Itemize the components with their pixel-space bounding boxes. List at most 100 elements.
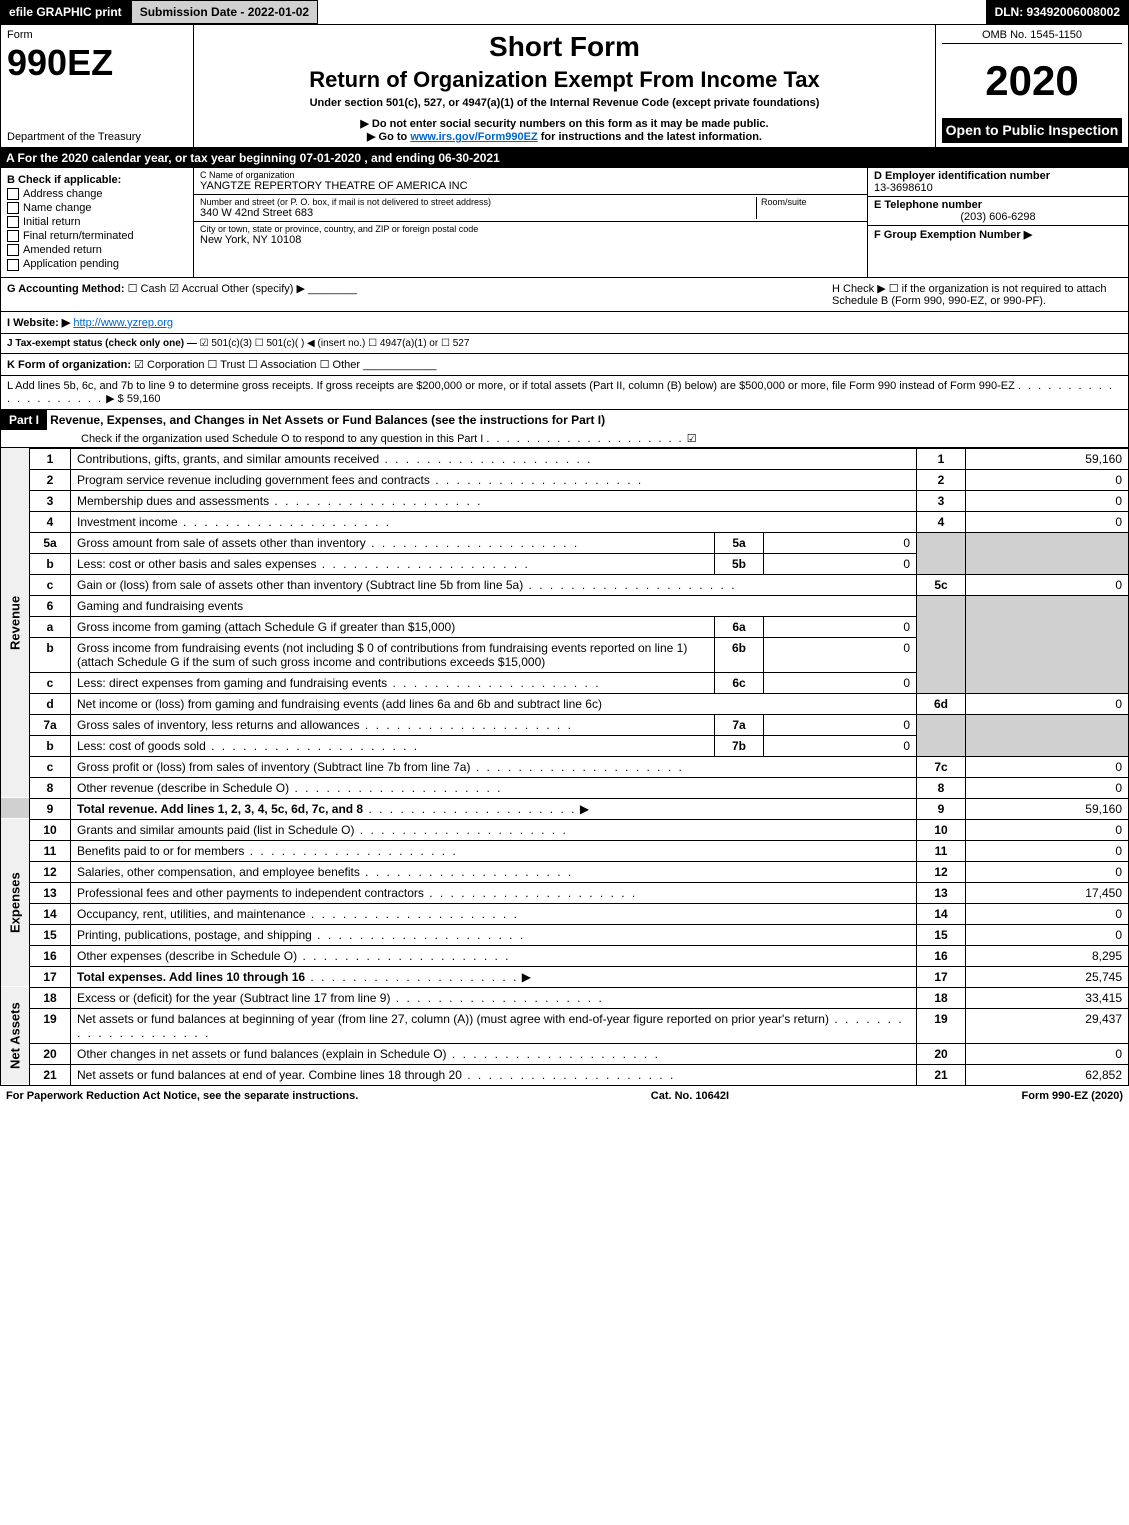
line-20-desc: Other changes in net assets or fund bala… [77, 1047, 447, 1061]
line-3-ln: 3 [917, 490, 966, 511]
line-16-num: 16 [30, 945, 71, 966]
line-12-amt: 0 [966, 861, 1129, 882]
line-7b-num: b [30, 735, 71, 756]
line-16-ln: 16 [917, 945, 966, 966]
checkbox-address-change[interactable]: Address change [7, 188, 187, 200]
line-13-ln: 13 [917, 882, 966, 903]
line-5c-ln: 5c [917, 574, 966, 595]
box-b-title: B Check if applicable: [7, 174, 187, 186]
line-6d-desc: Net income or (loss) from gaming and fun… [71, 693, 917, 714]
form-word: Form [7, 29, 187, 41]
checkbox-amended-return[interactable]: Amended return [7, 244, 187, 256]
line-19-amt: 29,437 [966, 1008, 1129, 1043]
city-value: New York, NY 10108 [200, 234, 861, 246]
box-g: G Accounting Method: ☐ Cash ☑ Accrual Ot… [7, 282, 357, 307]
department-label: Department of the Treasury [7, 131, 187, 143]
line-5b-desc: Less: cost or other basis and sales expe… [77, 557, 316, 571]
street-label: Number and street (or P. O. box, if mail… [200, 197, 756, 207]
checkbox-application-pending[interactable]: Application pending [7, 258, 187, 270]
ein-label: D Employer identification number [874, 170, 1122, 182]
line-7a-sv: 0 [764, 714, 917, 735]
line-18-ln: 18 [917, 987, 966, 1008]
line-14-desc: Occupancy, rent, utilities, and maintena… [77, 907, 306, 921]
line-12-desc: Salaries, other compensation, and employ… [77, 865, 360, 879]
revenue-side-label: Revenue [1, 448, 30, 798]
line-7c-amt: 0 [966, 756, 1129, 777]
line-10-desc: Grants and similar amounts paid (list in… [77, 823, 354, 837]
line-5c-desc: Gain or (loss) from sale of assets other… [77, 578, 523, 592]
line-1-num: 1 [30, 448, 71, 469]
grey-cell [917, 595, 966, 693]
line-13-num: 13 [30, 882, 71, 903]
efile-print-button[interactable]: efile GRAPHIC print [0, 0, 131, 24]
line-13-desc: Professional fees and other payments to … [77, 886, 424, 900]
org-form-options[interactable]: ☑ Corporation ☐ Trust ☐ Association ☐ Ot… [134, 359, 360, 371]
line-21-ln: 21 [917, 1064, 966, 1085]
line-19-ln: 19 [917, 1008, 966, 1043]
line-7a-num: 7a [30, 714, 71, 735]
line-14-ln: 14 [917, 903, 966, 924]
radio-accrual[interactable]: ☑ Accrual [169, 283, 218, 295]
line-9-desc: Total revenue. Add lines 1, 2, 3, 4, 5c,… [77, 802, 363, 816]
line-17-desc: Total expenses. Add lines 10 through 16 [77, 970, 305, 984]
line-2-ln: 2 [917, 469, 966, 490]
line-11-ln: 11 [917, 840, 966, 861]
website-link[interactable]: http://www.yzrep.org [73, 317, 173, 329]
line-9-amt: 59,160 [966, 798, 1129, 819]
line-21-amt: 62,852 [966, 1064, 1129, 1085]
line-6b-num: b [30, 637, 71, 672]
checkbox-final-return[interactable]: Final return/terminated [7, 230, 187, 242]
line-6c-sv: 0 [764, 672, 917, 693]
submission-date-button[interactable]: Submission Date - 2022-01-02 [131, 0, 318, 24]
line-6d-num: d [30, 693, 71, 714]
box-b: B Check if applicable: Address change Na… [1, 168, 194, 277]
line-4-ln: 4 [917, 511, 966, 532]
radio-cash[interactable]: ☐ Cash [128, 283, 167, 295]
radio-other[interactable]: Other (specify) ▶ ________ [221, 283, 357, 295]
line-17-num: 17 [30, 966, 71, 987]
line-6a-desc: Gross income from gaming (attach Schedul… [71, 616, 715, 637]
header-center: Short Form Return of Organization Exempt… [194, 25, 935, 147]
line-14-amt: 0 [966, 903, 1129, 924]
page-footer: For Paperwork Reduction Act Notice, see … [0, 1086, 1129, 1106]
grey-cell [917, 714, 966, 756]
box-k: K Form of organization: ☑ Corporation ☐ … [0, 354, 1129, 376]
net-assets-side-label: Net Assets [1, 987, 30, 1085]
line-5b-sv: 0 [764, 553, 917, 574]
line-6d-amt: 0 [966, 693, 1129, 714]
line-5c-num: c [30, 574, 71, 595]
line-6c-desc: Less: direct expenses from gaming and fu… [77, 676, 387, 690]
warning-2: ▶ Go to www.irs.gov/Form990EZ for instru… [200, 130, 929, 143]
line-5a-desc: Gross amount from sale of assets other t… [77, 536, 366, 550]
checkbox-initial-return[interactable]: Initial return [7, 216, 187, 228]
org-name-value: YANGTZE REPERTORY THEATRE OF AMERICA INC [200, 180, 861, 192]
line-6c-sub: 6c [715, 672, 764, 693]
grey-cell [966, 714, 1129, 756]
box-g-h-row: G Accounting Method: ☐ Cash ☑ Accrual Ot… [0, 278, 1129, 312]
line-2-num: 2 [30, 469, 71, 490]
group-exemption-label: F Group Exemption Number ▶ [874, 229, 1032, 241]
line-16-desc: Other expenses (describe in Schedule O) [77, 949, 297, 963]
line-15-ln: 15 [917, 924, 966, 945]
form-header: Form 990EZ Department of the Treasury Sh… [0, 24, 1129, 148]
line-5a-num: 5a [30, 532, 71, 553]
line-5c-amt: 0 [966, 574, 1129, 595]
gross-receipts-value: 59,160 [127, 393, 161, 405]
line-6b-sv: 0 [764, 637, 917, 672]
expenses-side-label: Expenses [1, 819, 30, 987]
tax-exempt-options[interactable]: ☑ 501(c)(3) ☐ 501(c)( ) ◀ (insert no.) ☐… [200, 338, 470, 349]
phone-value: (203) 606-6298 [874, 211, 1122, 223]
line-4-num: 4 [30, 511, 71, 532]
irs-link[interactable]: www.irs.gov/Form990EZ [410, 131, 537, 143]
box-j: J Tax-exempt status (check only one) — ☑… [0, 334, 1129, 354]
dln-label: DLN: 93492006008002 [986, 0, 1129, 24]
line-8-desc: Other revenue (describe in Schedule O) [77, 781, 289, 795]
checkbox-name-change[interactable]: Name change [7, 202, 187, 214]
ein-value: 13-3698610 [874, 182, 1122, 194]
form-number: 990EZ [7, 45, 187, 81]
box-c: C Name of organization YANGTZE REPERTORY… [194, 168, 867, 277]
line-4-amt: 0 [966, 511, 1129, 532]
part-1-checkbox[interactable]: ☑ [687, 433, 697, 445]
line-19-desc: Net assets or fund balances at beginning… [77, 1012, 829, 1026]
line-1-desc: Contributions, gifts, grants, and simila… [77, 452, 379, 466]
